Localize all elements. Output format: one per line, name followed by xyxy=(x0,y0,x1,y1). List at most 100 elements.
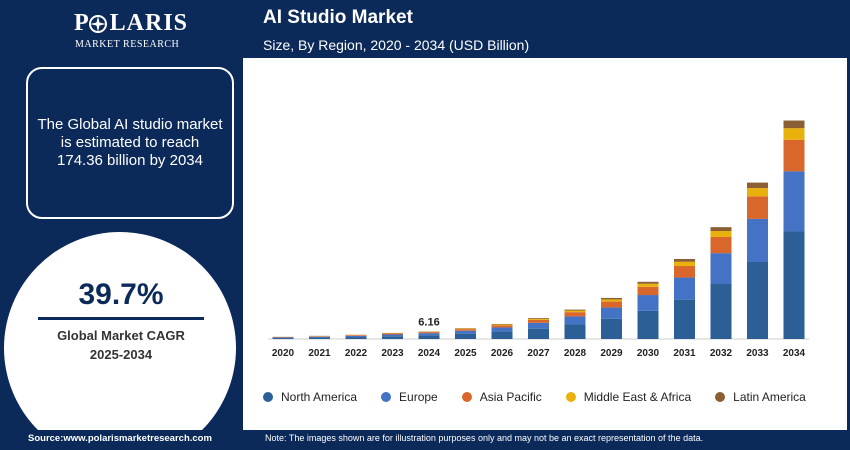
bar-2024-europe xyxy=(418,333,440,336)
info-text: The Global AI studio market is estimated… xyxy=(37,116,223,169)
bar-2025-middle-east-africa xyxy=(455,328,476,330)
legend-item-asia-pacific: Asia Pacific xyxy=(461,390,542,404)
bar-2034-europe xyxy=(783,171,805,232)
bar-2031-latin-america xyxy=(674,258,695,262)
bar-2033-asia-pacific xyxy=(747,196,768,219)
bar-2028-europe xyxy=(564,316,586,325)
chart-area: 2020 2021 2022 2023 2024 6.16 2025 2026 2027 2028… xyxy=(243,58,847,430)
chart-subtitle: Size, By Region, 2020 - 2034 (USD Billio… xyxy=(263,37,530,53)
cagr-circle xyxy=(4,232,236,450)
x-tick-label-2024: 2024 xyxy=(418,348,441,359)
bar-2030-asia-pacific xyxy=(637,286,659,296)
legend-dot xyxy=(715,392,726,402)
legend-dot xyxy=(381,392,392,402)
bar-2030-middle-east-africa xyxy=(637,283,659,287)
bar-2032-north-america xyxy=(710,283,732,339)
bar-2020-north-america xyxy=(272,338,294,339)
bar-2022-europe xyxy=(345,335,367,338)
x-tick-label-2020: 2020 xyxy=(272,348,295,359)
bar-2025-asia-pacific xyxy=(455,329,476,331)
legend-dot xyxy=(565,392,576,402)
x-tick-label-2021: 2021 xyxy=(308,348,331,359)
x-tick-label-2028: 2028 xyxy=(564,348,587,359)
cagr-value: 39.7% xyxy=(78,278,164,311)
x-tick-label-2026: 2026 xyxy=(491,348,514,359)
bar-2032-middle-east-africa xyxy=(710,231,732,237)
disclaimer-note: Note: The images shown are for illustrat… xyxy=(265,433,704,443)
bar-2024-asia-pacific xyxy=(418,332,440,334)
bar-2025-north-america xyxy=(455,333,476,339)
bar-2033-north-america xyxy=(747,262,768,339)
x-tick-label-2029: 2029 xyxy=(600,348,623,359)
bar-2026-north-america xyxy=(491,331,513,339)
bar-2021-north-america xyxy=(309,337,330,339)
bar-2027-europe xyxy=(528,322,549,329)
bar-2023-north-america xyxy=(382,336,403,339)
bar-2028-middle-east-africa xyxy=(564,310,586,313)
legend-label: Europe xyxy=(399,390,438,404)
bar-2033-middle-east-africa xyxy=(747,188,768,197)
bar-2026-europe xyxy=(491,327,513,332)
legend-dot xyxy=(461,392,472,402)
bar-2031-europe xyxy=(674,277,695,300)
bar-2027-latin-america xyxy=(528,317,549,319)
x-tick-label-2023: 2023 xyxy=(381,348,404,359)
bar-2032-asia-pacific xyxy=(710,237,732,254)
x-tick-label-2027: 2027 xyxy=(527,348,550,359)
bar-2020-europe xyxy=(272,337,294,339)
bar-2034-asia-pacific xyxy=(783,139,805,172)
bar-2033-latin-america xyxy=(747,182,768,189)
legend-item-latin-america: Latin America xyxy=(715,390,806,404)
bar-2024-north-america xyxy=(418,335,440,339)
cagr-divider xyxy=(38,317,204,320)
x-tick-label-2034: 2034 xyxy=(783,348,806,359)
bar-2034-middle-east-africa xyxy=(783,128,805,140)
legend-item-middle-east-africa: Middle East & Africa xyxy=(565,390,692,404)
x-tick-label-2033: 2033 xyxy=(746,348,769,359)
bar-2027-asia-pacific xyxy=(528,319,549,323)
cagr-label: Global Market CAGR 2025-2034 xyxy=(0,326,242,364)
bar-2030-europe xyxy=(637,295,659,311)
cagr-label-line1: Global Market CAGR xyxy=(57,328,185,343)
bar-chart: 2020 2021 2022 2023 2024 6.16 2025 2026 2027 2028… xyxy=(268,120,809,359)
compass-star-icon xyxy=(89,15,107,33)
bar-2031-asia-pacific xyxy=(674,266,695,278)
x-tick-label-2031: 2031 xyxy=(673,348,696,359)
bar-2030-latin-america xyxy=(637,281,659,284)
polaris-logo: P LARIS MARKET RESEARCH xyxy=(18,6,218,52)
x-tick-label-2025: 2025 xyxy=(454,348,477,359)
legend-label: North America xyxy=(281,390,358,404)
bar-2022-asia-pacific xyxy=(345,335,367,336)
bar-2026-asia-pacific xyxy=(491,325,513,328)
bar-2031-middle-east-africa xyxy=(674,261,695,267)
bar-2025-europe xyxy=(455,330,476,334)
info-box: The Global AI studio market is estimated… xyxy=(26,67,234,219)
data-label-2024: 6.16 xyxy=(418,316,439,328)
bar-2026-middle-east-africa xyxy=(491,324,513,326)
bar-2029-latin-america xyxy=(601,297,622,300)
bar-2027-north-america xyxy=(528,328,549,339)
chart-title: AI Studio Market xyxy=(263,7,413,28)
bar-2028-asia-pacific xyxy=(564,312,586,317)
logo-subtitle: MARKET RESEARCH xyxy=(75,39,180,50)
bar-2030-north-america xyxy=(637,310,659,339)
bar-2034-north-america xyxy=(783,231,805,339)
chart-legend: North America Europe Asia Pacific Middle Ea… xyxy=(263,388,843,406)
x-tick-label-2030: 2030 xyxy=(637,348,660,359)
legend-item-north-america: North America xyxy=(263,390,357,404)
footer xyxy=(0,430,850,450)
bar-2032-europe xyxy=(710,253,732,284)
bar-2032-latin-america xyxy=(710,227,732,232)
logo-name: P LARIS xyxy=(74,10,189,36)
x-tick-label-2022: 2022 xyxy=(345,348,368,359)
cagr-label-line2: 2025-2034 xyxy=(89,347,153,362)
bar-2028-north-america xyxy=(564,324,586,339)
legend-item-europe: Europe xyxy=(381,390,438,404)
bar-2022-north-america xyxy=(345,337,367,339)
legend-label: Middle East & Africa xyxy=(583,390,692,404)
source-text: Source:www.polarismarketresearch.com xyxy=(28,433,212,444)
bar-2029-europe xyxy=(601,307,622,319)
legend-dot xyxy=(263,392,273,402)
left-panel: P LARIS MARKET RESEARCH The Global AI stu… xyxy=(0,0,242,450)
bar-2034-latin-america xyxy=(783,120,805,129)
